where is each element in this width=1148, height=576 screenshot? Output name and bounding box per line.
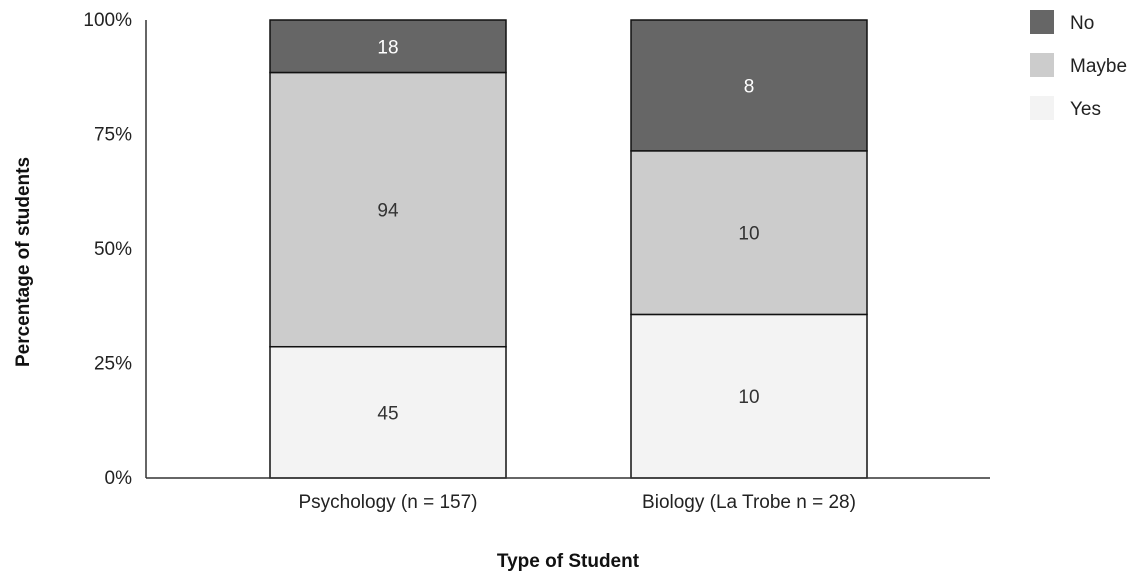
bar-segment-maybe bbox=[630, 150, 868, 316]
data-label: 10 bbox=[738, 387, 759, 408]
data-label: 18 bbox=[377, 37, 398, 58]
bar-stack-biology-la-trobe-n-28: 10 10 8 bbox=[630, 19, 868, 479]
x-axis-title: Type of Student bbox=[497, 551, 640, 572]
x-tick-label: Biology (La Trobe n = 28) bbox=[642, 492, 856, 513]
bar-segment-maybe bbox=[269, 71, 507, 348]
bar-stack-psychology-n-157: 45 94 18 bbox=[269, 19, 507, 479]
bar-segment-yes bbox=[269, 345, 507, 479]
legend-item-maybe: Maybe bbox=[1030, 53, 1127, 77]
data-label: 94 bbox=[377, 201, 399, 222]
y-tick-label: 100% bbox=[83, 10, 132, 31]
bar-segment-yes bbox=[630, 313, 868, 479]
legend-label: No bbox=[1070, 13, 1094, 34]
y-tick-label: 25% bbox=[94, 354, 132, 375]
data-label: 8 bbox=[744, 76, 755, 97]
legend-label: Maybe bbox=[1070, 56, 1127, 77]
y-axis-title: Percentage of students bbox=[13, 157, 34, 367]
y-tick-label: 75% bbox=[94, 125, 132, 146]
data-label: 45 bbox=[377, 403, 398, 424]
legend-item-yes: Yes bbox=[1030, 96, 1101, 120]
bar-segment-no bbox=[630, 19, 868, 152]
legend: No Maybe Yes bbox=[1030, 10, 1127, 120]
legend-item-no: No bbox=[1030, 10, 1094, 34]
bar-stacks: 45 94 18 10 10 8 bbox=[269, 19, 868, 479]
y-axis-ticks: 0% 25% 50% 75% 100% bbox=[83, 10, 132, 489]
y-tick-label: 0% bbox=[105, 468, 133, 489]
legend-label: Yes bbox=[1070, 99, 1101, 120]
x-tick-label: Psychology (n = 157) bbox=[298, 492, 477, 513]
legend-swatch bbox=[1030, 53, 1054, 77]
axes bbox=[145, 20, 990, 479]
legend-swatch bbox=[1030, 96, 1054, 120]
x-axis-category-labels: Psychology (n = 157) Biology (La Trobe n … bbox=[298, 492, 855, 513]
bar-segment-no bbox=[269, 19, 507, 74]
legend-swatch bbox=[1030, 10, 1054, 34]
y-tick-label: 50% bbox=[94, 239, 132, 260]
data-label: 10 bbox=[738, 224, 759, 245]
